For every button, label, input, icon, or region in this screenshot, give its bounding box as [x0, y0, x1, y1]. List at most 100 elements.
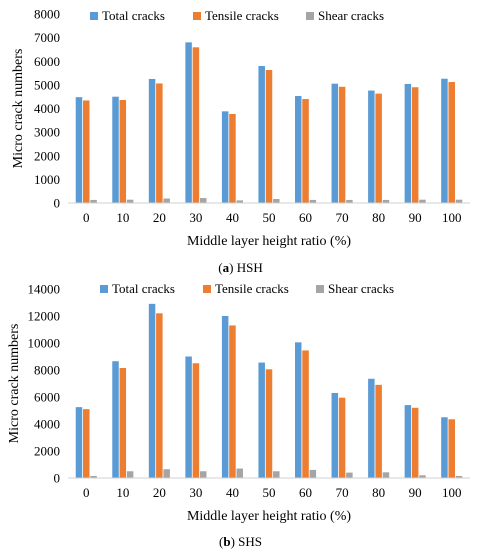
y-tick-label: 0: [54, 196, 61, 211]
chart-panel-0: 0 1000 2000 3000 4000 5000 6000 7000 8000 0 10 20 30…: [11, 7, 470, 275]
bar-total-cracks: [404, 405, 412, 478]
x-tick-label: 90: [409, 485, 422, 500]
chart-caption: (b) SHS: [219, 534, 262, 549]
bar-total-cracks: [148, 303, 156, 478]
bar-tensile-cracks: [375, 93, 382, 203]
bar-shear-cracks: [90, 475, 97, 478]
x-tick-label: 0: [83, 485, 90, 500]
y-tick-label: 5000: [34, 77, 60, 92]
legend-label: Total cracks: [112, 281, 175, 296]
bar-total-cracks: [258, 362, 265, 478]
bar-shear-cracks: [309, 199, 317, 203]
x-tick-label: 10: [116, 485, 129, 500]
y-tick-label: 3000: [34, 125, 60, 140]
x-axis-title: Middle layer height ratio (%): [187, 509, 351, 524]
bar-tensile-cracks: [338, 86, 346, 203]
bar-tensile-cracks: [411, 87, 419, 203]
y-tick-label: 6000: [34, 390, 60, 405]
x-tick-label: 60: [299, 485, 312, 500]
chart-panel-1: 0 2000 4000 6000 8000 10000 12000 14000 0 10 20 30 4…: [7, 281, 470, 549]
x-tick-label: 90: [409, 210, 422, 225]
x-tick-label: 0: [83, 210, 90, 225]
bar-shear-cracks: [199, 471, 207, 478]
x-tick-label: 100: [442, 485, 462, 500]
bar-shear-cracks: [90, 199, 97, 203]
x-tick-label: 70: [336, 210, 349, 225]
y-tick-label: 14000: [28, 282, 61, 297]
bar-tensile-cracks: [265, 69, 273, 204]
bar-tensile-cracks: [338, 397, 346, 478]
bar-total-cracks: [112, 361, 119, 478]
bar-total-cracks: [75, 407, 83, 479]
bar-total-cracks: [368, 378, 375, 478]
caption-text: HSH: [237, 260, 263, 275]
bar-tensile-cracks: [83, 409, 90, 478]
y-tick-label: 1000: [34, 172, 60, 187]
x-tick-label: 100: [442, 210, 462, 225]
bar-tensile-cracks: [302, 99, 309, 203]
bar-shear-cracks: [236, 468, 243, 478]
bar-shear-cracks: [419, 475, 426, 478]
bar-total-cracks: [331, 83, 339, 203]
x-tick-label: 30: [189, 210, 202, 225]
bar-shear-cracks: [382, 472, 390, 478]
x-tick-label: 40: [226, 485, 239, 500]
legend-swatch: [90, 12, 98, 20]
x-tick-label: 80: [372, 485, 385, 500]
bar-shear-cracks: [346, 199, 353, 203]
y-tick-label: 8000: [34, 363, 60, 378]
bar-tensile-cracks: [229, 325, 236, 478]
bar-shear-cracks: [273, 198, 280, 203]
caption-letter: (: [219, 534, 223, 549]
bar-tensile-cracks: [192, 47, 200, 204]
legend-label: Total cracks: [102, 8, 165, 23]
legend-label: Shear cracks: [328, 281, 394, 296]
y-tick-label: 2000: [34, 148, 60, 163]
y-tick-label: 2000: [34, 444, 60, 459]
bar-tensile-cracks: [265, 369, 273, 478]
x-tick-label: 20: [153, 210, 166, 225]
bar-tensile-cracks: [83, 100, 90, 203]
chart-caption: (a) HSH: [218, 260, 262, 275]
bar-total-cracks: [221, 111, 229, 203]
y-axis-title: Micro crack numbers: [7, 324, 22, 444]
bar-shear-cracks: [309, 469, 317, 478]
bar-total-cracks: [404, 83, 412, 203]
caption-letter: (: [218, 260, 222, 275]
y-tick-label: 7000: [34, 30, 60, 45]
y-tick-label: 0: [54, 471, 61, 486]
caption-letter-close: ): [231, 534, 239, 549]
y-tick-label: 10000: [28, 336, 61, 351]
bar-total-cracks: [331, 392, 339, 478]
bar-tensile-cracks: [156, 313, 163, 478]
x-tick-label: 40: [226, 210, 239, 225]
bar-tensile-cracks: [119, 99, 127, 203]
legend-swatch: [316, 285, 324, 293]
x-tick-label: 10: [116, 210, 129, 225]
legend-label: Tensile cracks: [205, 8, 279, 23]
bar-shear-cracks: [163, 198, 170, 203]
bar-tensile-cracks: [192, 363, 200, 478]
y-tick-label: 4000: [34, 101, 60, 116]
bar-total-cracks: [295, 342, 302, 478]
x-tick-label: 80: [372, 210, 385, 225]
bar-tensile-cracks: [411, 407, 419, 478]
bar-total-cracks: [185, 356, 192, 478]
y-tick-label: 8000: [34, 7, 60, 22]
bar-shear-cracks: [455, 475, 463, 478]
bar-shear-cracks: [455, 199, 463, 203]
caption-text: SHS: [238, 534, 262, 549]
y-tick-label: 4000: [34, 417, 60, 432]
bar-total-cracks: [258, 65, 265, 203]
bar-tensile-cracks: [229, 113, 236, 203]
bar-shear-cracks: [273, 471, 280, 478]
legend-swatch: [306, 12, 314, 20]
caption-letter-bold: b: [223, 534, 230, 549]
bar-total-cracks: [221, 316, 229, 478]
legend-swatch: [100, 285, 108, 293]
legend-swatch: [203, 285, 211, 293]
x-tick-label: 60: [299, 210, 312, 225]
bar-total-cracks: [295, 95, 302, 203]
caption-letter-bold: a: [223, 260, 230, 275]
